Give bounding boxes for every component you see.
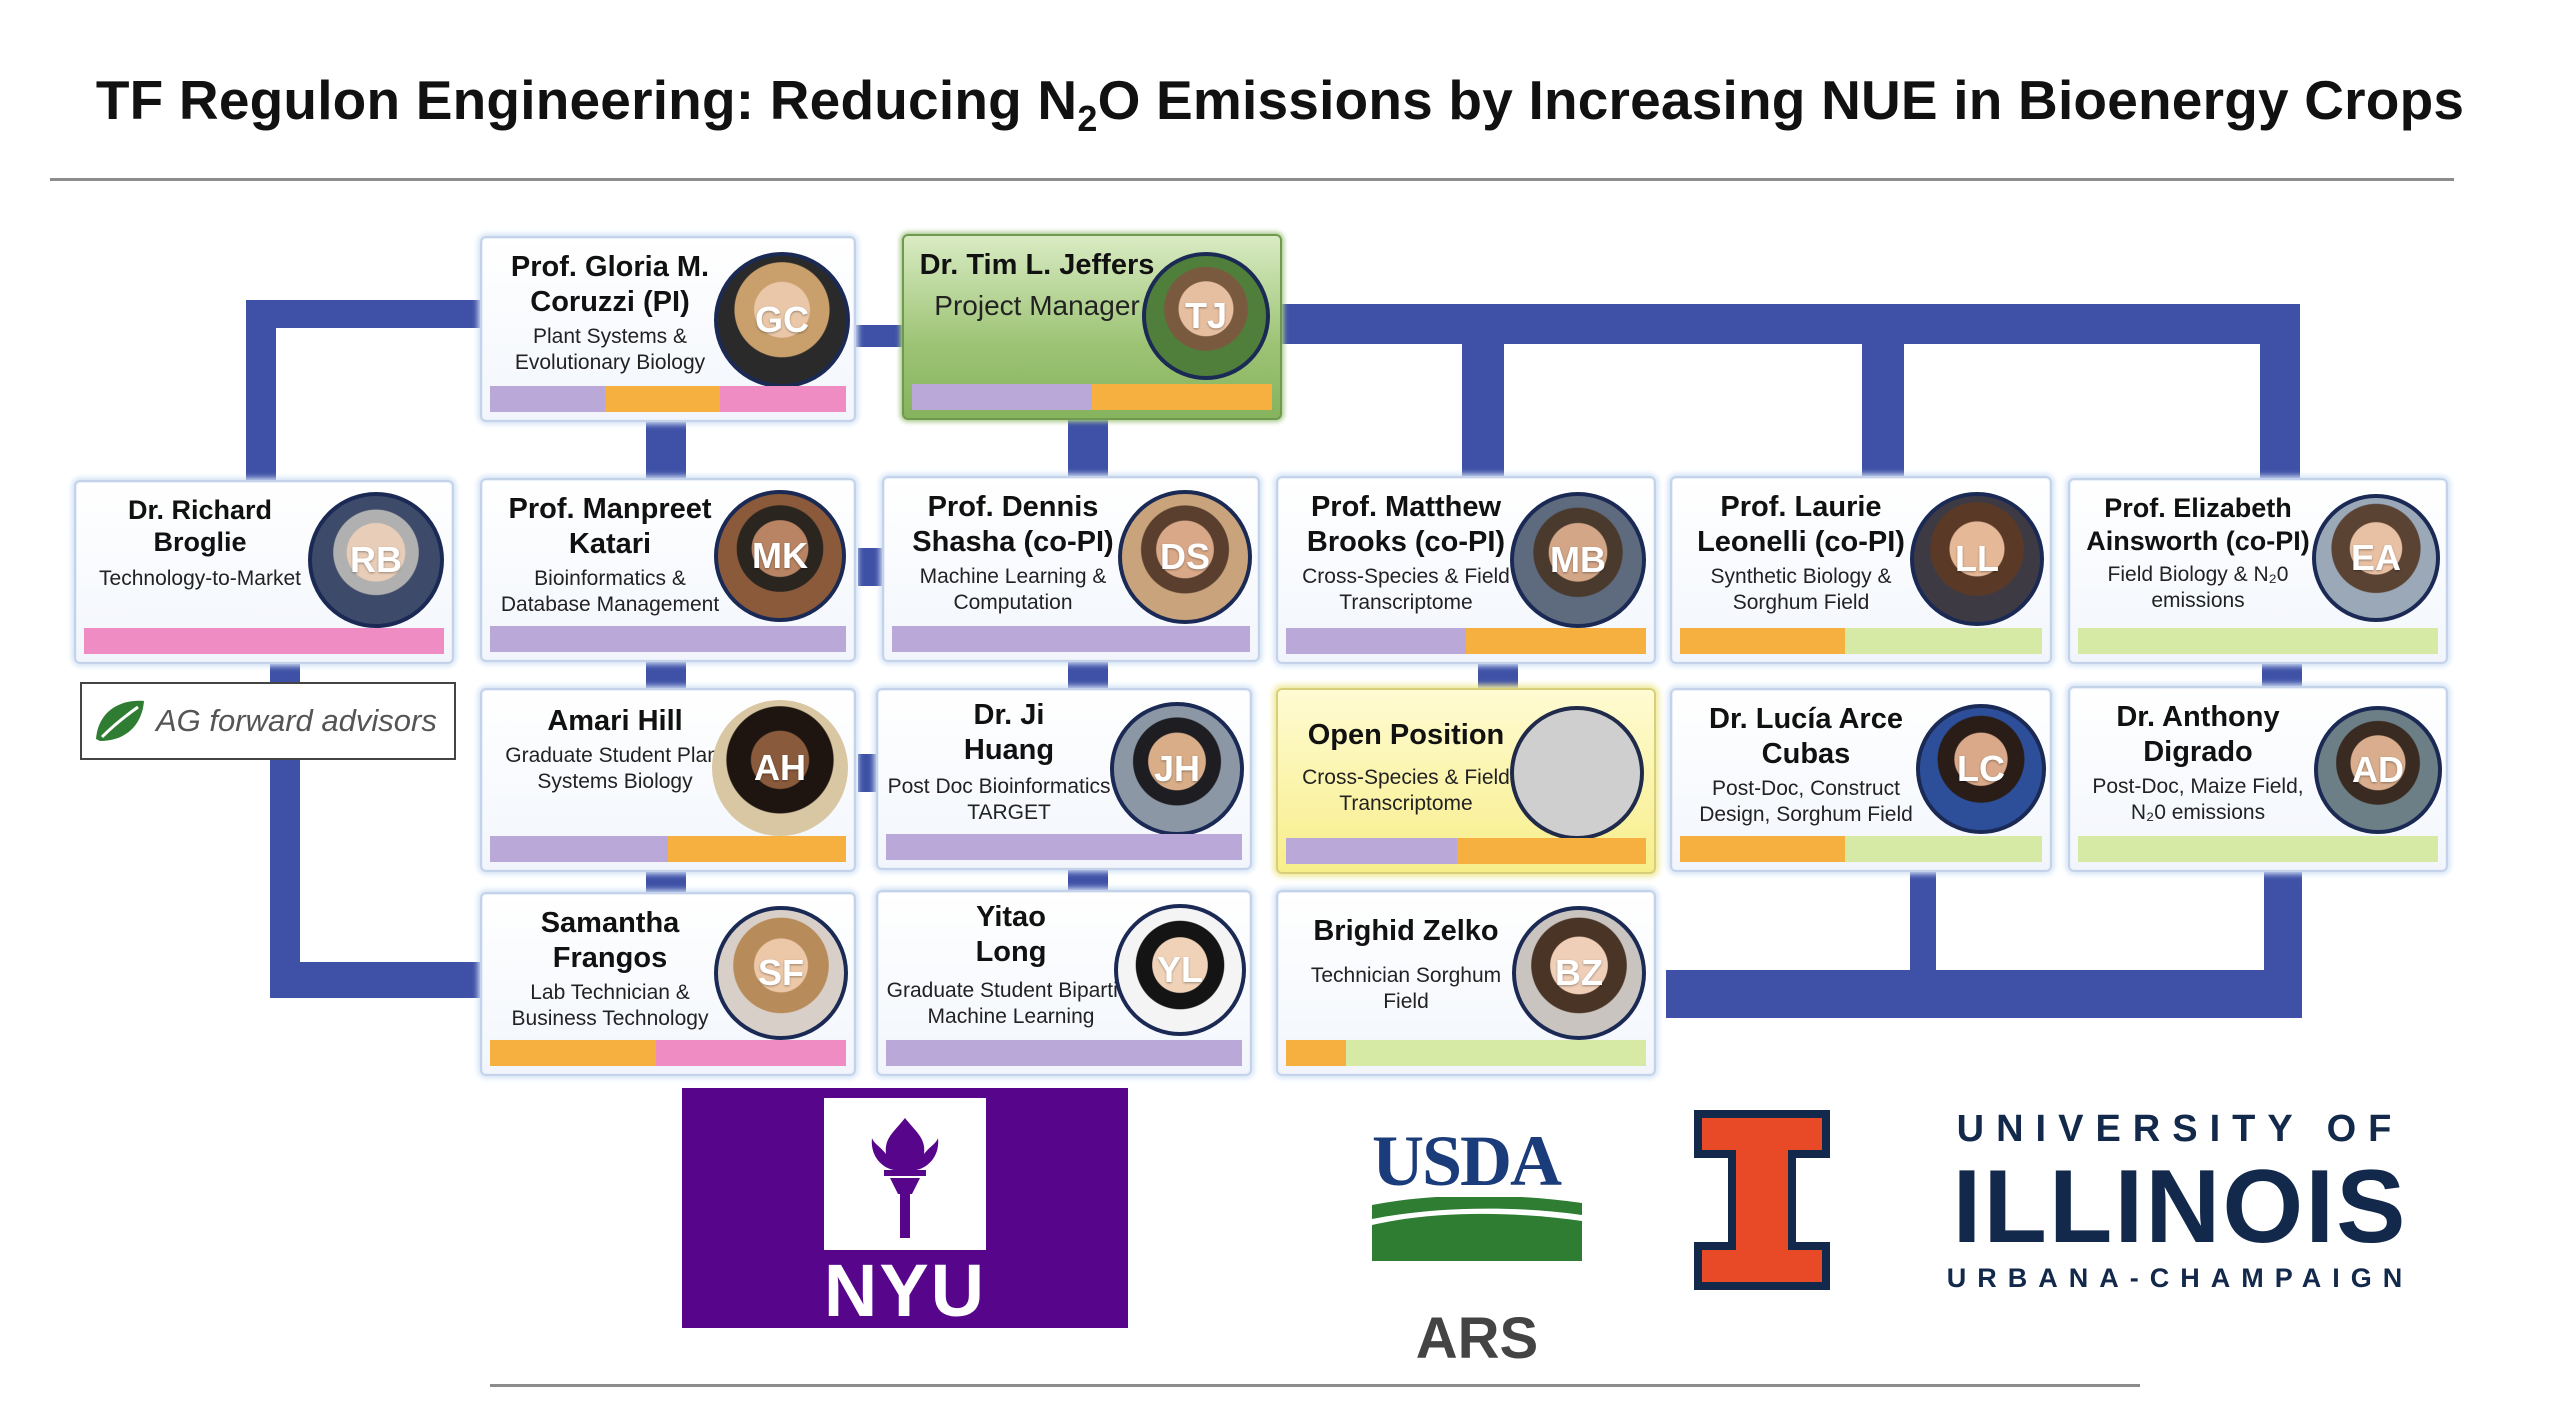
person-name: Dr. Ji Huang bbox=[963, 699, 1055, 766]
bottom-divider bbox=[490, 1384, 2140, 1387]
role-color-bar bbox=[886, 1040, 1242, 1066]
person-name: Brighid Zelko bbox=[1313, 915, 1499, 947]
person-role: Machine Learning & Computation bbox=[919, 565, 1107, 614]
card-jeffers: Dr. Tim L. Jeffers Project Manager TJ bbox=[902, 234, 1282, 420]
nyu-logo: NYU bbox=[682, 1088, 1128, 1332]
uiuc-top-line: UNIVERSITY OF bbox=[1956, 1108, 2404, 1150]
person-name: Dr. Lucía Arce Cubas bbox=[1709, 703, 1903, 770]
portrait-photo: LC bbox=[1916, 704, 2046, 834]
portrait-photo: BZ bbox=[1512, 906, 1646, 1040]
person-role: Cross-Species & Field Transcriptome bbox=[1302, 565, 1510, 614]
portrait-photo: MB bbox=[1510, 492, 1646, 628]
role-color-bar bbox=[490, 836, 846, 862]
illinois-block-i-icon bbox=[1694, 1110, 1830, 1290]
card-digrado: Dr. Anthony Digrado Post-Doc, Maize Fiel… bbox=[2068, 686, 2448, 872]
role-color-bar bbox=[2078, 628, 2438, 654]
role-color-bar bbox=[1286, 1040, 1646, 1066]
leaf-icon bbox=[96, 700, 144, 741]
card-huang: Dr. Ji Huang Post Doc Bioinformatics & T… bbox=[876, 688, 1252, 870]
person-name: Prof. Gloria M. Coruzzi (PI) bbox=[510, 251, 710, 318]
card-cubas: Dr. Lucía Arce Cubas Post-Doc, Construct… bbox=[1670, 688, 2052, 872]
card-zelko: Brighid Zelko Technician Sorghum Field B… bbox=[1276, 890, 1656, 1076]
person-role: Graduate Student Plant Systems Biology bbox=[505, 744, 725, 793]
role-color-bar bbox=[1286, 838, 1646, 864]
role-color-bar bbox=[912, 384, 1272, 410]
person-role: Technology-to-Market bbox=[99, 567, 301, 590]
uiuc-bottom-line: URBANA-CHAMPAIGN bbox=[1946, 1263, 2414, 1293]
card-long: Yitao Long Graduate Student Bipartite Ma… bbox=[876, 890, 1252, 1076]
person-name: Open Position bbox=[1307, 719, 1505, 751]
role-color-bar bbox=[892, 626, 1250, 652]
role-color-bar bbox=[886, 834, 1242, 860]
empty-portrait-placeholder bbox=[1510, 706, 1644, 840]
person-name: Prof. Elizabeth Ainsworth (co-PI) bbox=[2086, 493, 2310, 556]
slide-title: TF Regulon Engineering: Reducing N2O Emi… bbox=[95, 69, 2465, 139]
ag-forward-logo: AG forward advisors bbox=[80, 682, 456, 760]
person-role: Project Manager bbox=[934, 290, 1140, 321]
role-color-bar bbox=[84, 628, 444, 654]
role-color-bar bbox=[2078, 836, 2438, 862]
card-open-position: Open Position Cross-Species & Field Tran… bbox=[1276, 688, 1656, 874]
torch-icon bbox=[871, 1118, 939, 1238]
role-color-bar bbox=[1680, 836, 2042, 862]
portrait-photo: YL bbox=[1114, 904, 1246, 1036]
usda-field-icon bbox=[1372, 1197, 1582, 1261]
person-name: Prof. Matthew Brooks (co-PI) bbox=[1306, 491, 1506, 558]
role-color-bar bbox=[490, 386, 847, 412]
title-divider bbox=[50, 178, 2454, 181]
person-name: Prof. Laurie Leonelli (co-PI) bbox=[1697, 491, 1905, 558]
card-coruzzi: Prof. Gloria M. Coruzzi (PI) Plant Syste… bbox=[480, 236, 856, 422]
person-name: Dr. Richard Broglie bbox=[127, 495, 273, 557]
person-name: Prof. Dennis Shasha (co-PI) bbox=[912, 491, 1114, 558]
person-name: Dr. Anthony Digrado bbox=[2116, 701, 2280, 768]
portrait-photo: DS bbox=[1118, 490, 1252, 624]
portrait-photo: AH bbox=[712, 700, 848, 836]
person-role: Post-Doc, Maize Field, N₂0 emissions bbox=[2092, 775, 2304, 824]
role-color-bar bbox=[490, 626, 846, 652]
person-role: Bioinformatics & Database Management bbox=[500, 567, 720, 616]
usda-wordmark: USDA bbox=[1372, 1121, 1562, 1201]
portrait-photo: EA bbox=[2312, 494, 2440, 622]
person-role: Field Biology & N₂0 emissions bbox=[2107, 563, 2289, 612]
person-name: Amari Hill bbox=[547, 705, 683, 737]
usda-ars-logo: USDA ARS bbox=[1372, 1120, 1582, 1372]
person-role: Synthetic Biology & Sorghum Field bbox=[1710, 565, 1892, 614]
portrait-photo: SF bbox=[714, 906, 848, 1040]
card-brooks: Prof. Matthew Brooks (co-PI) Cross-Speci… bbox=[1276, 476, 1656, 664]
person-role: Post Doc Bioinformatics & TARGET bbox=[887, 775, 1131, 824]
person-role: Lab Technician & Business Technology bbox=[511, 981, 709, 1030]
ag-forward-text: AG forward advisors bbox=[156, 703, 437, 738]
portrait-photo: RB bbox=[308, 492, 444, 628]
card-hill: Amari Hill Graduate Student Plant System… bbox=[480, 688, 856, 872]
card-shasha: Prof. Dennis Shasha (co-PI) Machine Lear… bbox=[882, 476, 1260, 662]
role-color-bar bbox=[1286, 628, 1646, 654]
person-role: Post-Doc, Construct Design, Sorghum Fiel… bbox=[1699, 777, 1913, 826]
person-role: Technician Sorghum Field bbox=[1310, 964, 1502, 1013]
uiuc-wordmark: UNIVERSITY OF ILLINOIS URBANA-CHAMPAIGN bbox=[1920, 1108, 2440, 1294]
portrait-photo: AD bbox=[2314, 706, 2442, 834]
ars-wordmark: ARS bbox=[1415, 1306, 1539, 1371]
person-role: Cross-Species & Field Transcriptome bbox=[1302, 766, 1510, 815]
person-role: Plant Systems & Evolutionary Biology bbox=[514, 325, 706, 374]
nyu-wordmark: NYU bbox=[823, 1249, 987, 1332]
nyu-torch-box bbox=[824, 1098, 986, 1250]
card-frangos: Samantha Frangos Lab Technician & Busine… bbox=[480, 892, 856, 1076]
role-color-bar bbox=[490, 1040, 846, 1066]
role-color-bar bbox=[1680, 628, 2042, 654]
person-name: Dr. Tim L. Jeffers bbox=[919, 249, 1155, 281]
person-name: Yitao Long bbox=[975, 901, 1047, 968]
card-ainsworth: Prof. Elizabeth Ainsworth (co-PI) Field … bbox=[2068, 478, 2448, 664]
person-name: Samantha Frangos bbox=[540, 907, 680, 974]
portrait-photo: JH bbox=[1110, 702, 1244, 836]
person-role: Graduate Student Bipartite Machine Learn… bbox=[886, 979, 1136, 1028]
portrait-photo: TJ bbox=[1142, 252, 1270, 380]
portrait-photo: LL bbox=[1910, 492, 2044, 626]
person-name: Prof. Manpreet Katari bbox=[508, 493, 712, 560]
portrait-photo: MK bbox=[714, 490, 846, 622]
card-leonelli: Prof. Laurie Leonelli (co-PI) Synthetic … bbox=[1670, 476, 2052, 664]
card-katari: Prof. Manpreet Katari Bioinformatics & D… bbox=[480, 478, 856, 662]
card-broglie: Dr. Richard Broglie Technology-to-Market… bbox=[74, 480, 454, 664]
uiuc-main-line: ILLINOIS bbox=[1952, 1149, 2408, 1265]
portrait-photo: GC bbox=[714, 252, 850, 388]
